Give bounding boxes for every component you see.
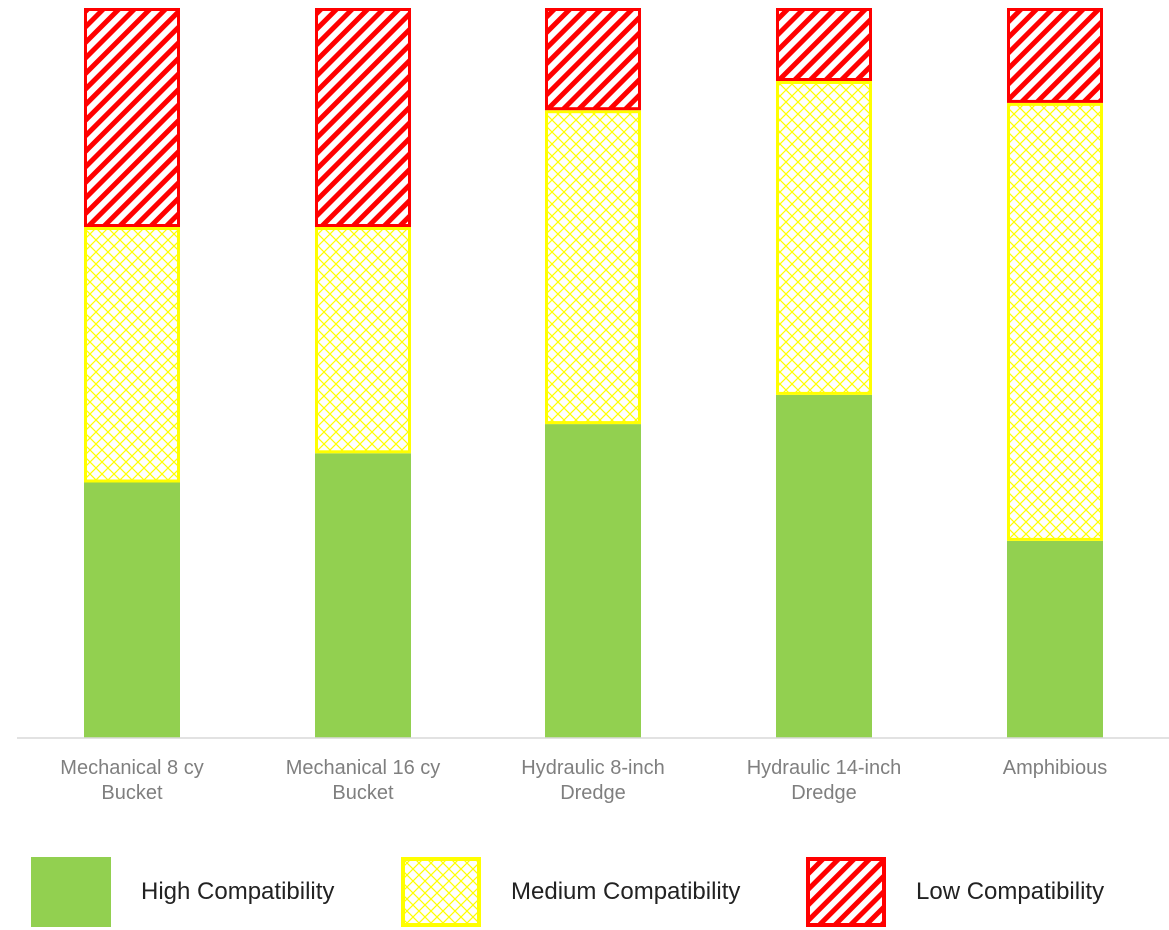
x-tick-label-1: Mechanical 8 cy Bucket	[60, 757, 204, 804]
bar-low-3	[545, 8, 641, 111]
bar-low-1	[84, 8, 180, 227]
bar-high-2	[315, 453, 411, 738]
legend-swatch-medium	[401, 857, 481, 927]
bar-high-5	[1007, 540, 1103, 738]
bar-medium-4	[776, 81, 872, 395]
x-tick-label-4: Hydraulic 14-inch Dredge	[746, 757, 902, 804]
legend-item-medium: Medium Compatibility	[401, 854, 740, 930]
legend-label-high: High Compatibility	[141, 878, 335, 905]
bar-high-4	[776, 394, 872, 738]
legend-item-high: High Compatibility	[31, 854, 334, 930]
legend-label-low: Low Compatibility	[916, 878, 1105, 905]
bar-medium-3	[545, 110, 641, 425]
bar-medium-5	[1007, 102, 1103, 541]
x-tick-label-3: Hydraulic 8-inch Dredge	[521, 757, 665, 804]
bar-low-4	[776, 8, 872, 81]
bar-high-1	[84, 482, 180, 738]
legend-swatch-low	[806, 857, 886, 927]
x-tick-label-2: Mechanical 16 cy Bucket	[285, 757, 441, 804]
bar-low-5	[1007, 8, 1103, 103]
legend-item-low: Low Compatibility	[806, 854, 1104, 930]
bar-medium-2	[315, 227, 411, 454]
legend-label-medium: Medium Compatibility	[511, 878, 741, 905]
legend-swatch-high	[31, 857, 111, 927]
bar-medium-1	[84, 227, 180, 483]
bar-low-2	[315, 8, 411, 227]
bar-high-3	[545, 424, 641, 738]
x-tick-label-5: Amphibious	[1002, 757, 1108, 779]
